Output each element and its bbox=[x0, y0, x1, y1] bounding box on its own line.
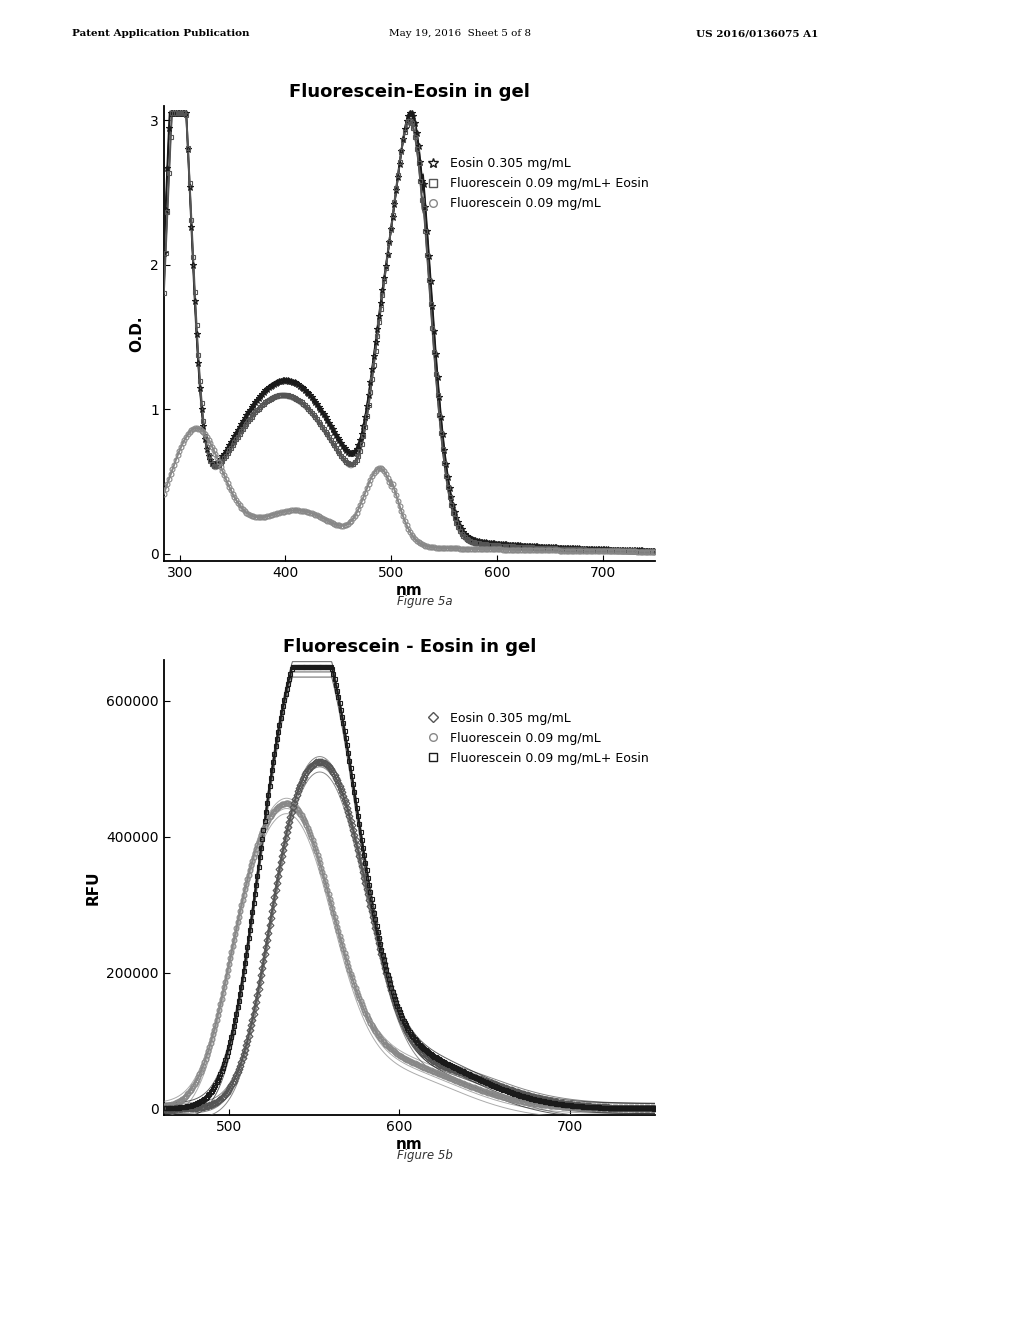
X-axis label: nm: nm bbox=[396, 1137, 423, 1152]
X-axis label: nm: nm bbox=[396, 582, 423, 598]
Legend: Eosin 0.305 mg/mL, Fluorescein 0.09 mg/mL, Fluorescein 0.09 mg/mL+ Eosin: Eosin 0.305 mg/mL, Fluorescein 0.09 mg/m… bbox=[421, 711, 649, 764]
Text: Patent Application Publication: Patent Application Publication bbox=[72, 29, 249, 38]
Y-axis label: O.D.: O.D. bbox=[130, 315, 144, 351]
Text: May 19, 2016  Sheet 5 of 8: May 19, 2016 Sheet 5 of 8 bbox=[389, 29, 531, 38]
Text: US 2016/0136075 A1: US 2016/0136075 A1 bbox=[696, 29, 819, 38]
Y-axis label: RFU: RFU bbox=[86, 870, 100, 906]
Text: Figure 5b: Figure 5b bbox=[397, 1148, 453, 1162]
Legend: Eosin 0.305 mg/mL, Fluorescein 0.09 mg/mL+ Eosin, Fluorescein 0.09 mg/mL: Eosin 0.305 mg/mL, Fluorescein 0.09 mg/m… bbox=[421, 157, 649, 210]
Title: Fluorescein - Eosin in gel: Fluorescein - Eosin in gel bbox=[283, 638, 537, 656]
Title: Fluorescein-Eosin in gel: Fluorescein-Eosin in gel bbox=[289, 83, 530, 102]
Text: Figure 5a: Figure 5a bbox=[397, 594, 453, 607]
